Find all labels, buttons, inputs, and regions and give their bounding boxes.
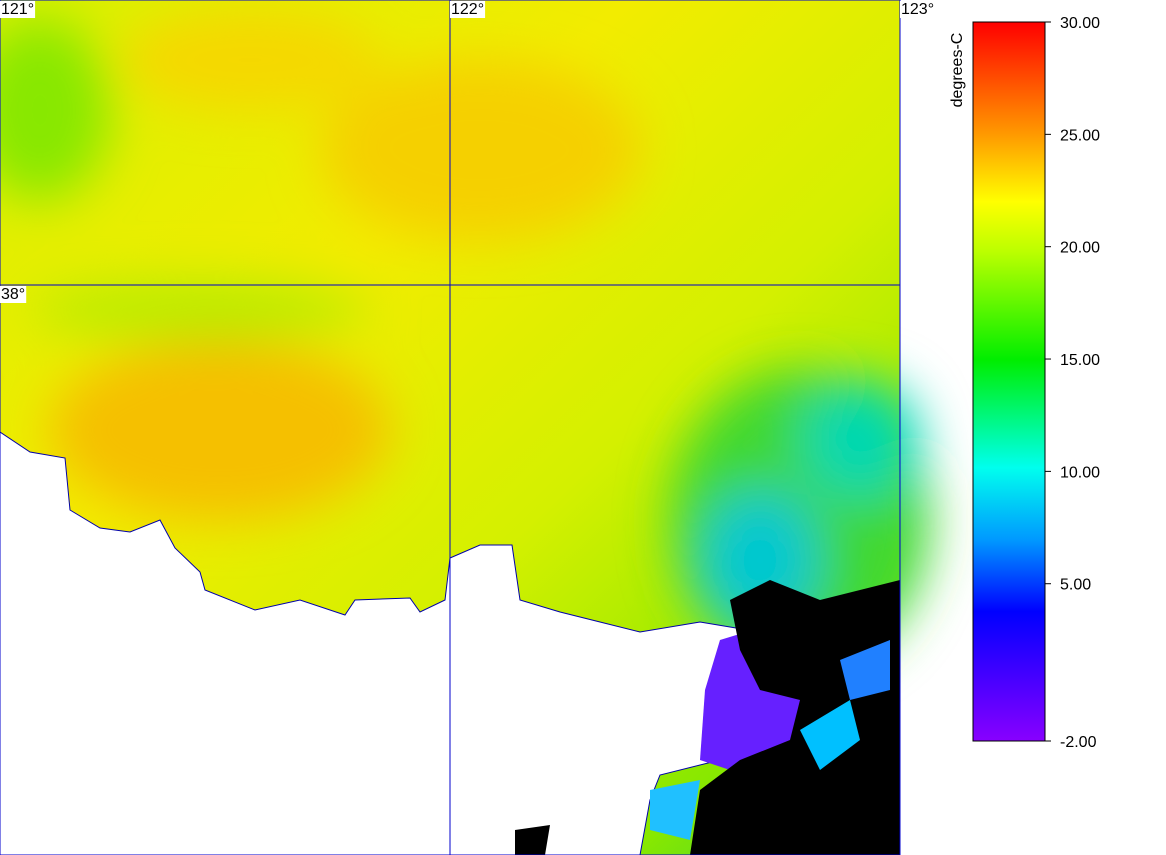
colorbar-tick-label: 25.00 [1060, 127, 1100, 144]
grid-label: 38° [1, 286, 25, 303]
grid-label: 121° [1, 1, 34, 18]
grid-label-bg [900, 1, 936, 18]
colorbar [972, 21, 1046, 742]
colorbar-tick-label: 5.00 [1060, 577, 1091, 594]
grid-label-bg [450, 1, 486, 18]
grid-label: 123° [901, 1, 934, 18]
grid-label-bg [0, 286, 27, 303]
colorbar-tick-label: 15.00 [1060, 352, 1100, 369]
colorbar-tick-label: 20.00 [1060, 240, 1100, 257]
sst-raster [0, 0, 930, 855]
grid-label-bg [0, 1, 36, 18]
colorbar-tick-label: 30.00 [1060, 15, 1100, 32]
colorbar-label: degrees-C [949, 33, 966, 108]
colorbar-tick-label: 10.00 [1060, 464, 1100, 481]
grid-label: 122° [451, 1, 484, 18]
colorbar-tick-label: -2.00 [1060, 734, 1097, 751]
